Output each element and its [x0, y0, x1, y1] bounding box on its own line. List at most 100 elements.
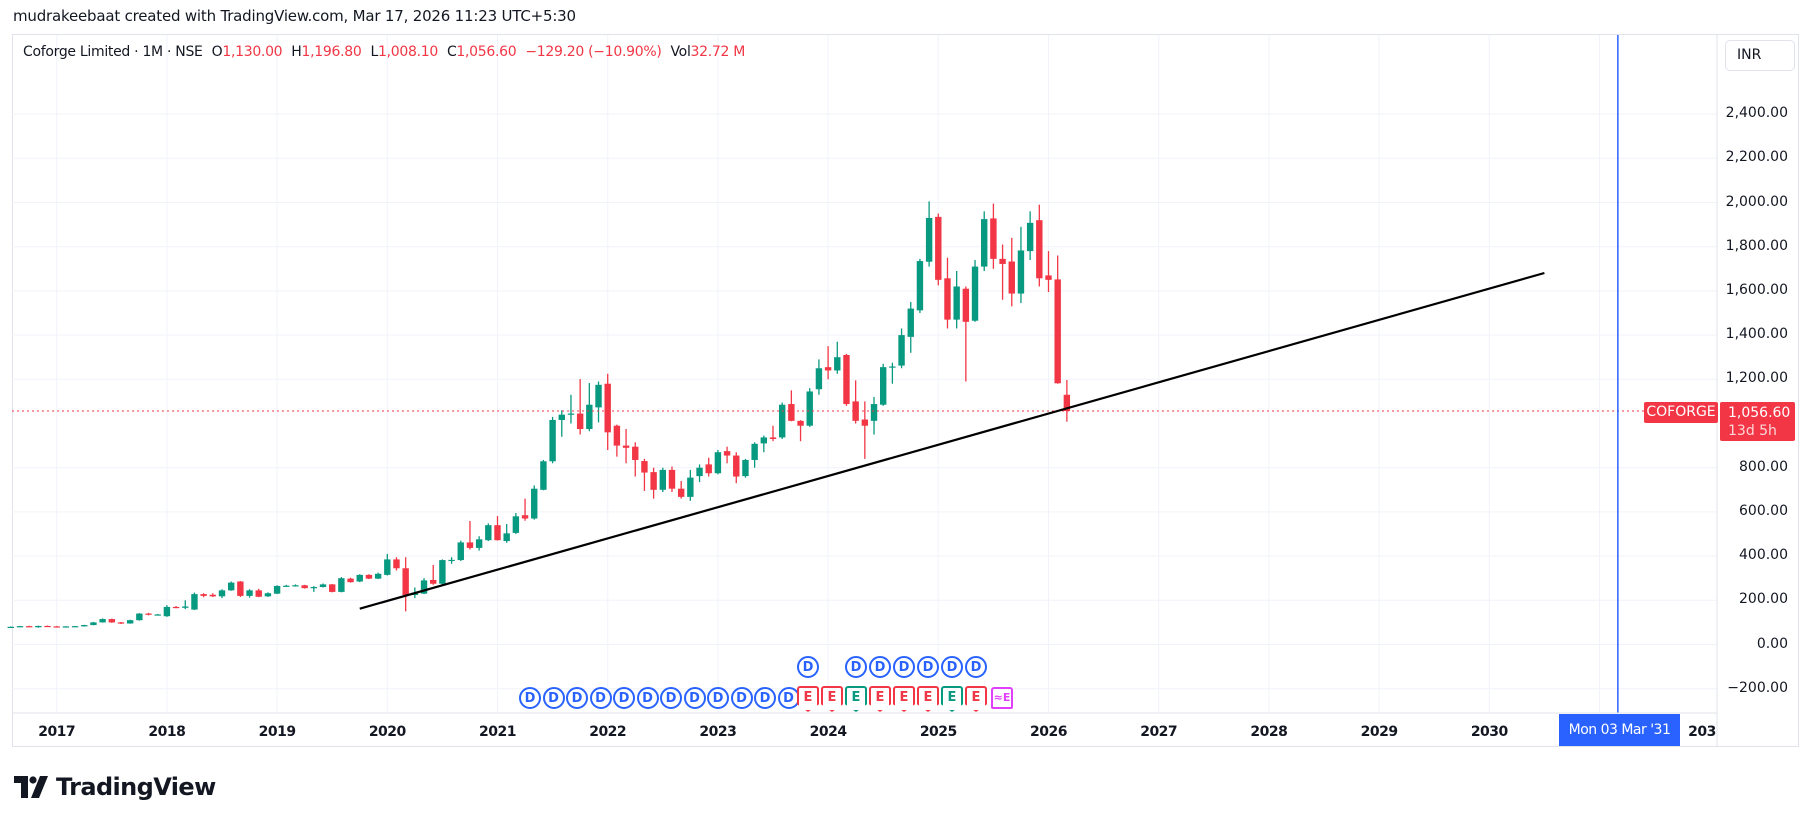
- earnings-marker-icon[interactable]: E: [893, 686, 915, 712]
- candle-body: [632, 446, 639, 460]
- dividend-marker-icon[interactable]: D: [797, 656, 819, 678]
- candle-body: [797, 420, 804, 426]
- dividend-marker-icon[interactable]: D: [519, 687, 541, 709]
- candle-body: [35, 625, 42, 628]
- earnings-marker-icon[interactable]: E: [965, 686, 987, 712]
- dividend-marker-icon[interactable]: D: [869, 656, 891, 678]
- candle: [439, 559, 446, 585]
- candle-body: [384, 559, 391, 575]
- dividend-marker-icon[interactable]: D: [707, 687, 729, 709]
- candle-body: [981, 219, 988, 267]
- candle: [154, 614, 161, 616]
- candle: [659, 467, 666, 493]
- dividend-marker-icon[interactable]: D: [941, 656, 963, 678]
- symbol-name[interactable]: Coforge Limited · 1M · NSE: [23, 44, 203, 60]
- candle: [1054, 255, 1061, 384]
- candle: [613, 424, 621, 457]
- dividend-marker-icon[interactable]: D: [683, 687, 706, 709]
- candle: [824, 346, 832, 380]
- change-value: −129.20 (−10.90%): [525, 44, 662, 60]
- dividend-marker-icon[interactable]: D: [893, 656, 915, 678]
- dividend-marker-icon[interactable]: D: [730, 687, 753, 709]
- candle-body: [696, 467, 703, 477]
- candle: [549, 416, 556, 464]
- tradingview-logo[interactable]: TradingView: [14, 773, 216, 801]
- candle: [622, 429, 630, 464]
- dividend-marker-icon[interactable]: D: [660, 687, 682, 709]
- candle-body: [145, 613, 152, 615]
- dividend-marker-icon[interactable]: D: [754, 687, 776, 709]
- candle-body: [448, 559, 455, 562]
- candle-body: [760, 437, 768, 444]
- earnings-marker-icon[interactable]: ≈E: [991, 687, 1013, 709]
- earnings-marker-icon[interactable]: E: [797, 686, 819, 712]
- candle-body: [733, 455, 740, 477]
- dividend-marker-icon[interactable]: D: [589, 687, 612, 709]
- crosshair-date-label: Mon 03 Mar '31: [1559, 714, 1680, 746]
- candle: [1017, 226, 1025, 304]
- candle: [145, 612, 152, 616]
- candle: [356, 574, 363, 583]
- candle-body: [659, 469, 666, 490]
- candle-body: [613, 425, 621, 446]
- dividend-marker-icon[interactable]: D: [542, 687, 565, 709]
- time-tick-label: 2027: [1140, 724, 1178, 740]
- candle-body: [90, 622, 97, 626]
- dividend-marker-icon[interactable]: D: [845, 656, 867, 678]
- candle: [172, 606, 180, 609]
- candle: [283, 584, 290, 587]
- candle-body: [861, 419, 869, 426]
- candle: [227, 581, 235, 591]
- candle: [861, 401, 869, 459]
- currency-button[interactable]: INR: [1725, 40, 1795, 71]
- candle-body: [769, 437, 777, 439]
- candle-body: [200, 594, 207, 596]
- candle-body: [329, 584, 336, 592]
- candle-body: [935, 216, 942, 280]
- dividend-marker-icon[interactable]: D: [777, 687, 800, 709]
- earnings-marker-icon[interactable]: E: [821, 686, 843, 712]
- candle: [310, 586, 318, 592]
- dividend-marker-icon[interactable]: D: [965, 656, 987, 678]
- candle: [641, 458, 648, 491]
- candle-body: [1008, 261, 1015, 294]
- dividend-marker-icon[interactable]: D: [917, 656, 939, 678]
- candle-body: [182, 606, 189, 608]
- candle-body: [806, 391, 813, 426]
- candle: [494, 516, 501, 541]
- candle: [1063, 380, 1071, 422]
- earnings-marker-icon[interactable]: E: [917, 686, 939, 712]
- candle-body: [834, 357, 841, 371]
- price-tick-label: 1,400.00: [1725, 326, 1788, 343]
- candle: [733, 452, 740, 484]
- candle-body: [1045, 275, 1052, 280]
- candle: [714, 450, 722, 475]
- dividend-marker-icon[interactable]: D: [566, 687, 588, 709]
- price-tick-label: 0.00: [1756, 635, 1788, 652]
- candle: [136, 613, 143, 621]
- candle-body: [595, 384, 602, 408]
- candle-body: [457, 542, 464, 561]
- candle: [44, 625, 51, 628]
- high-value: 1,196.80: [301, 44, 362, 60]
- candle-body: [714, 452, 722, 474]
- candle-body: [751, 443, 758, 460]
- candle: [999, 244, 1006, 300]
- earnings-marker-icon[interactable]: E: [869, 686, 891, 712]
- grid: [12, 35, 1717, 713]
- candle-body: [677, 488, 685, 497]
- time-tick-label: 2025: [919, 724, 957, 740]
- candle-body: [310, 587, 318, 589]
- earnings-marker-icon[interactable]: E: [845, 686, 867, 712]
- candle-body: [71, 626, 79, 628]
- candle-body: [420, 580, 428, 594]
- candle: [108, 618, 115, 623]
- candle: [962, 286, 970, 382]
- dividend-marker-icon[interactable]: D: [636, 687, 659, 709]
- candles: [7, 201, 1071, 629]
- candle: [237, 581, 244, 597]
- dividend-marker-icon[interactable]: D: [613, 687, 635, 709]
- earnings-marker-icon[interactable]: E: [941, 686, 963, 712]
- time-tick-label: 2022: [589, 724, 627, 740]
